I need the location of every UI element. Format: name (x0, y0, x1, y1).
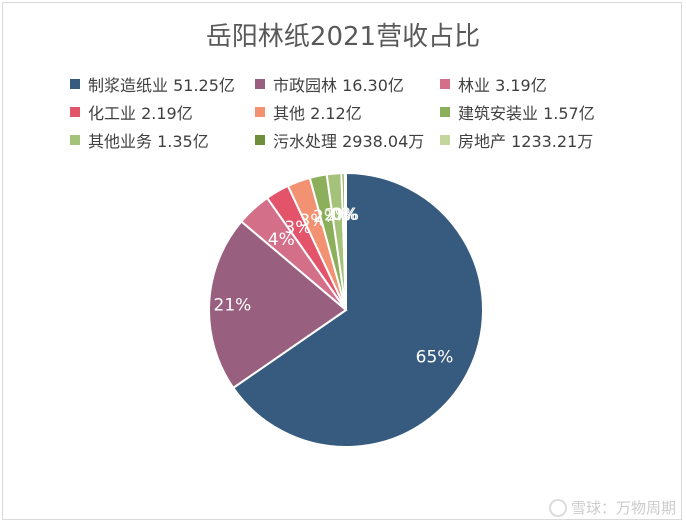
legend-item: 市政园林 16.30亿 (255, 74, 404, 95)
legend-item: 化工业 2.19亿 (70, 102, 193, 123)
legend-label: 制浆造纸业 51.25亿 (88, 76, 235, 95)
legend-swatch (70, 107, 80, 117)
legend-swatch (255, 107, 265, 117)
legend-item: 其他 2.12亿 (255, 102, 362, 123)
legend-item: 污水处理 2938.04万 (255, 130, 425, 151)
legend-swatch (255, 135, 265, 145)
legend-label: 化工业 2.19亿 (88, 104, 193, 123)
legend-swatch (440, 135, 450, 145)
watermark: 雪球：万物周期 (548, 497, 676, 518)
pie-data-label: 0% (330, 205, 357, 225)
legend-label: 其他 2.12亿 (273, 104, 362, 123)
legend-label: 林业 3.19亿 (458, 76, 547, 95)
pie-data-label: 4% (268, 230, 295, 250)
pie-slice (231, 171, 484, 448)
legend-item: 其他业务 1.35亿 (70, 130, 209, 151)
legend-swatch (70, 135, 80, 145)
snowball-icon (548, 498, 567, 517)
pie-slice (208, 220, 348, 390)
legend-label: 其他业务 1.35亿 (88, 132, 209, 151)
legend-swatch (70, 79, 80, 89)
pie-data-label: 0% (332, 205, 359, 225)
chart-title: 岳阳林纸2021营收占比 (205, 22, 481, 52)
legend-swatch (440, 79, 450, 89)
legend-label: 房地产 1233.21万 (458, 132, 594, 151)
legend-item: 林业 3.19亿 (440, 74, 547, 95)
legend-swatch (440, 107, 450, 117)
legend-label: 建筑安装业 1.57亿 (458, 104, 595, 123)
watermark-text: 雪球：万物周期 (570, 499, 676, 517)
pie-data-label: 65% (416, 347, 454, 367)
legend-label: 污水处理 2938.04万 (273, 132, 425, 151)
legend-item: 建筑安装业 1.57亿 (440, 102, 595, 123)
pie-slice (343, 171, 347, 311)
legend-label: 市政园林 16.30亿 (273, 76, 404, 95)
legend-item: 制浆造纸业 51.25亿 (70, 74, 235, 95)
pie-data-label: 21% (214, 295, 252, 315)
legend-item: 房地产 1233.21万 (440, 130, 594, 151)
legend-swatch (255, 79, 265, 89)
